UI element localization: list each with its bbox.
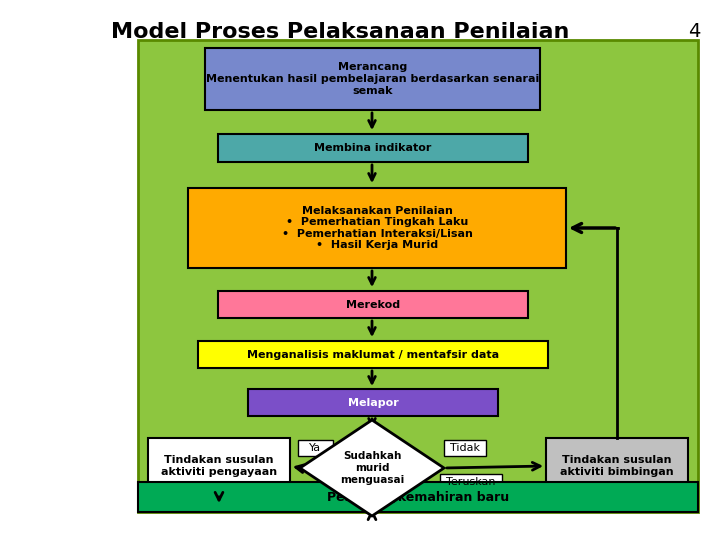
Text: Menganalisis maklumat / mentafsir data: Menganalisis maklumat / mentafsir data	[247, 349, 499, 360]
Text: Ya: Ya	[331, 477, 343, 487]
Text: Melapor: Melapor	[348, 397, 398, 408]
FancyBboxPatch shape	[188, 188, 566, 268]
FancyBboxPatch shape	[248, 389, 498, 416]
Text: Pelajaran/kemahiran baru: Pelajaran/kemahiran baru	[327, 490, 509, 503]
Text: Tidak: Tidak	[450, 443, 480, 453]
Text: Ya: Ya	[310, 443, 322, 453]
FancyBboxPatch shape	[218, 291, 528, 318]
Text: Tindakan susulan
aktiviti pengayaan: Tindakan susulan aktiviti pengayaan	[161, 455, 277, 477]
Text: Melaksanakan Penilaian
•  Pemerhatian Tingkah Laku
•  Pemerhatian Interaksi/Lisa: Melaksanakan Penilaian • Pemerhatian Tin…	[282, 206, 472, 251]
Text: Merancang
Menentukan hasil pembelajaran berdasarkan senarai
semak: Merancang Menentukan hasil pembelajaran …	[206, 63, 539, 96]
Text: Teruskan: Teruskan	[446, 477, 496, 487]
Text: Model Proses Pelaksanaan Penilaian: Model Proses Pelaksanaan Penilaian	[111, 22, 570, 42]
Text: Tindakan susulan
aktiviti bimbingan: Tindakan susulan aktiviti bimbingan	[560, 455, 674, 477]
Text: 4: 4	[688, 22, 700, 41]
FancyBboxPatch shape	[138, 482, 698, 512]
FancyBboxPatch shape	[205, 48, 540, 110]
FancyBboxPatch shape	[444, 440, 486, 456]
FancyBboxPatch shape	[198, 341, 548, 368]
FancyBboxPatch shape	[218, 134, 528, 162]
FancyBboxPatch shape	[298, 440, 333, 456]
FancyBboxPatch shape	[320, 474, 355, 490]
FancyBboxPatch shape	[148, 438, 290, 494]
FancyBboxPatch shape	[546, 438, 688, 494]
FancyBboxPatch shape	[138, 40, 698, 512]
Text: Membina indikator: Membina indikator	[315, 143, 432, 153]
Text: Sudahkah
murid
menguasai: Sudahkah murid menguasai	[340, 451, 404, 484]
Text: Merekod: Merekod	[346, 300, 400, 309]
FancyBboxPatch shape	[440, 474, 502, 490]
Polygon shape	[300, 420, 444, 516]
